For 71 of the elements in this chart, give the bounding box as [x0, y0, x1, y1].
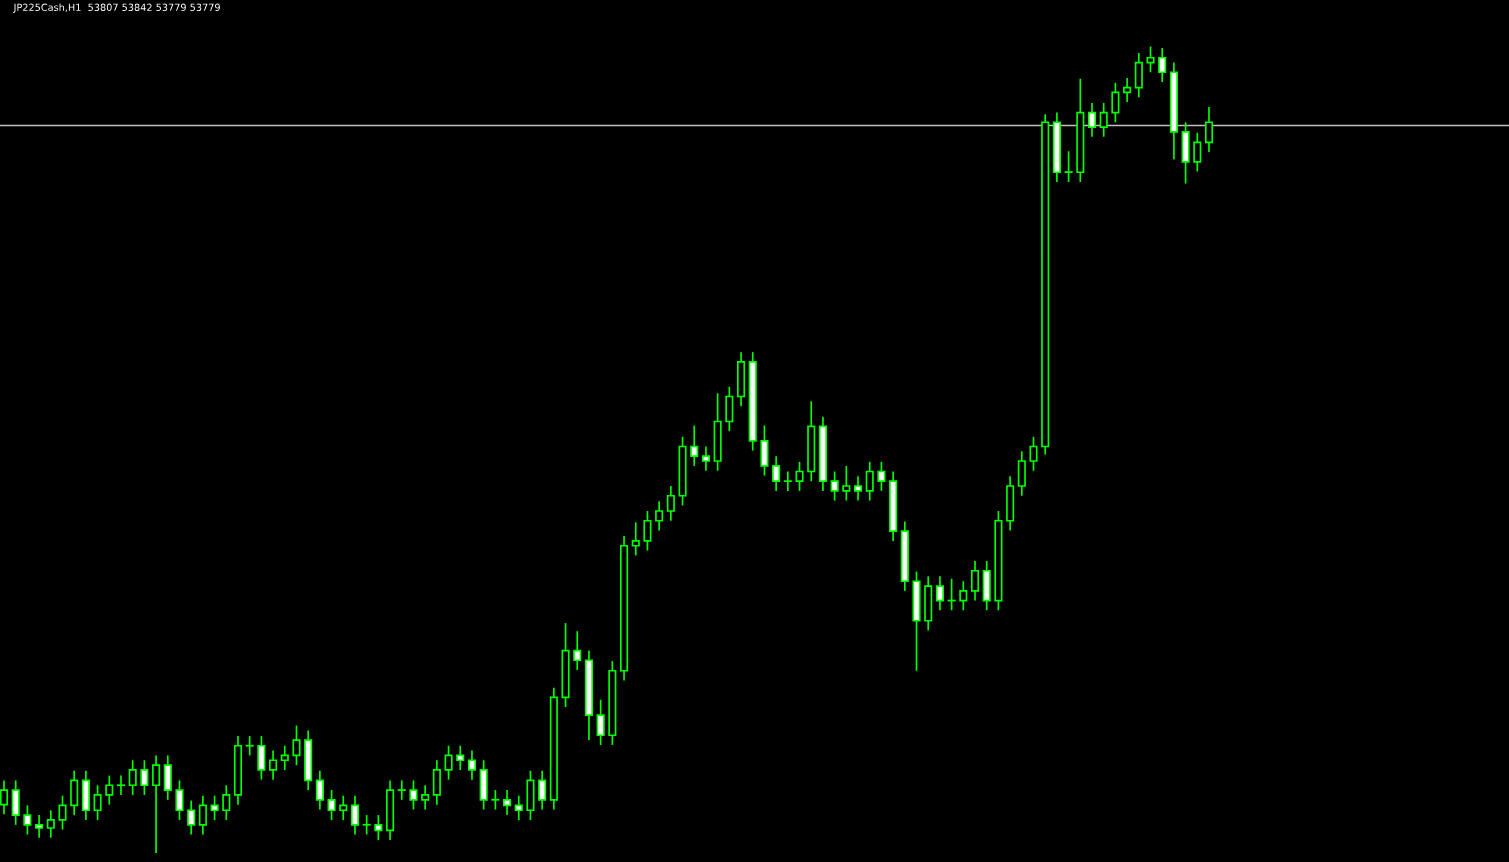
- candlestick: [783, 470, 792, 492]
- candlestick: [982, 560, 991, 612]
- candlestick: [655, 500, 664, 532]
- candlestick: [584, 649, 594, 741]
- candlestick: [198, 794, 207, 836]
- candlestick: [842, 465, 851, 502]
- candlestick: [187, 799, 196, 836]
- candlestick: [935, 575, 944, 612]
- candlestick: [152, 754, 161, 854]
- candlestick: [1041, 113, 1050, 456]
- candlestick: [11, 779, 20, 826]
- candlestick: [1134, 52, 1143, 99]
- candlestick: [573, 630, 582, 671]
- candlestick: [128, 759, 137, 796]
- candlestick: [46, 809, 55, 839]
- candlestick: [386, 779, 395, 841]
- candlestick: [1006, 475, 1015, 532]
- candlestick: [304, 729, 313, 791]
- candlestick: [549, 686, 558, 811]
- candlestick: [70, 769, 79, 816]
- candlestick: [818, 415, 827, 492]
- candlestick: [35, 814, 44, 839]
- candlestick: [1158, 47, 1167, 83]
- chart-title: JP225Cash,H1 53807 53842 53779 53779: [13, 3, 220, 13]
- candlestick: [970, 560, 980, 602]
- candlestick: [865, 461, 874, 502]
- candlestick: [116, 774, 126, 796]
- candlestick: [690, 424, 699, 467]
- candlestick: [631, 521, 640, 557]
- candlestick: [339, 794, 348, 821]
- candlestick: [269, 749, 278, 781]
- candlestick: [397, 779, 406, 801]
- candlestick: [1099, 102, 1108, 138]
- candlestick: [619, 535, 629, 682]
- candlestick: [748, 351, 757, 452]
- candlestick: [350, 794, 360, 836]
- candlestick: [538, 769, 547, 811]
- candlestick: [432, 759, 441, 806]
- candlestick: [362, 814, 371, 836]
- candlestick: [503, 789, 512, 816]
- candlestick: [421, 784, 430, 811]
- candlestick: [280, 744, 289, 771]
- candlestick: [1204, 106, 1214, 153]
- candlestick: [222, 784, 231, 821]
- candlestick: [900, 520, 909, 592]
- candlestick: [514, 794, 523, 821]
- candlestick: [959, 580, 968, 612]
- candlestick: [1169, 61, 1178, 161]
- candlestick: [1087, 102, 1097, 138]
- candlestick: [807, 400, 816, 483]
- candlestick: [456, 744, 465, 771]
- candlestick: [315, 769, 324, 811]
- candlestick: [701, 445, 710, 472]
- candlestick: [1052, 111, 1061, 183]
- candlestick: [736, 351, 746, 408]
- candlestick: [924, 575, 933, 632]
- candlestick: [1193, 131, 1202, 173]
- candlestick: [1017, 450, 1026, 497]
- candlestick: [772, 455, 781, 492]
- candlestick: [105, 774, 114, 806]
- candlestick: [467, 749, 477, 781]
- candlestick: [233, 735, 243, 806]
- candlestick: [666, 485, 675, 522]
- candlestick: [1076, 77, 1085, 183]
- candlestick: [1123, 77, 1132, 103]
- candlestick: [853, 475, 863, 502]
- candlestick: [889, 470, 898, 542]
- candlestick: [245, 735, 254, 757]
- candlestick: [163, 754, 172, 801]
- candlestick: [81, 769, 90, 821]
- candlestick: [0, 779, 9, 816]
